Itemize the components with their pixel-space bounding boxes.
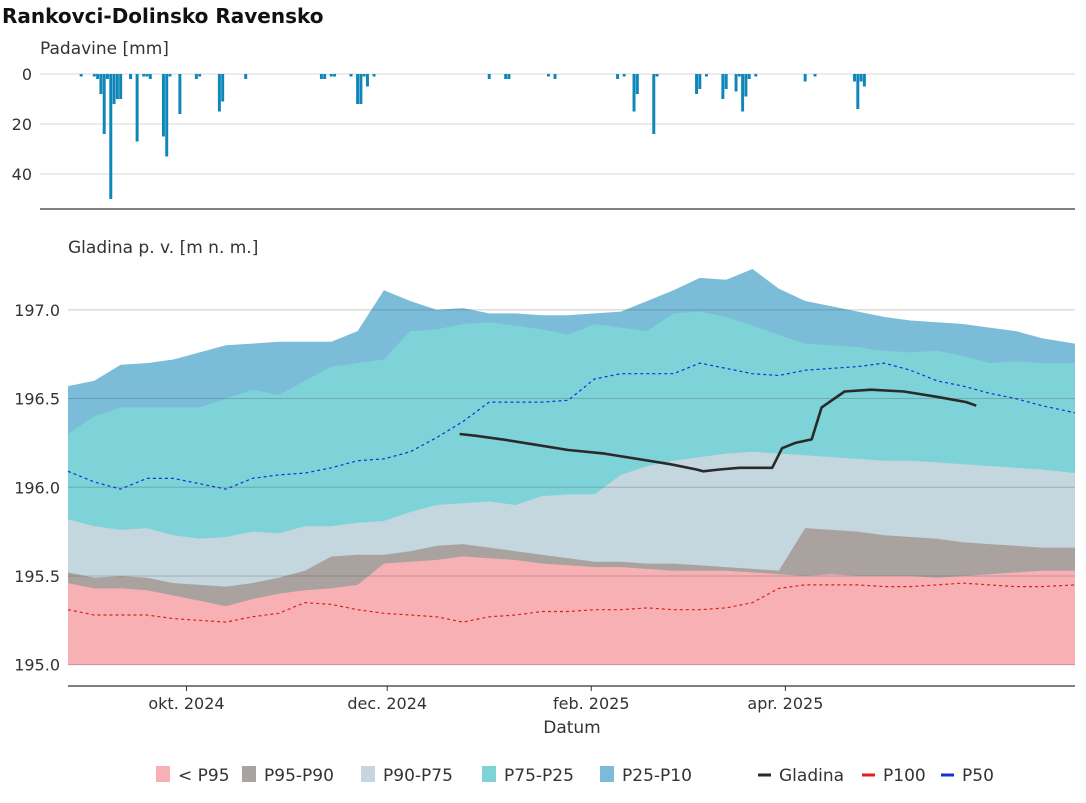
precip-bar [178, 74, 182, 114]
level-y-tick-label: 197.0 [14, 301, 60, 320]
precip-bar [754, 74, 758, 77]
precip-bar [168, 74, 172, 77]
precip-bar [695, 74, 699, 94]
precip-y-tick-label: 40 [12, 165, 32, 184]
precip-bar [148, 74, 152, 79]
precip-bar [704, 74, 708, 77]
legend-label-p100: P100 [883, 766, 926, 786]
precip-bar [349, 74, 353, 77]
precip-bar [487, 74, 491, 79]
precip-bar [862, 74, 866, 87]
x-axis-label: Datum [543, 718, 601, 738]
precip-bar [244, 74, 248, 79]
precip-bar [504, 74, 508, 79]
legend-swatch-p75-p25 [482, 766, 496, 782]
precip-bar [359, 74, 363, 104]
level-y-tick-label: 195.0 [14, 656, 60, 675]
legend-label-gladina: Gladina [779, 766, 844, 786]
precip-bar [741, 74, 745, 112]
precip-bar [115, 74, 119, 99]
precip-bar [553, 74, 557, 79]
precip-bar [362, 74, 366, 77]
precip-bar [724, 74, 728, 89]
precip-bar [319, 74, 323, 79]
precip-bar [119, 74, 123, 99]
legend-label-p95-p90: P95-P90 [264, 766, 334, 786]
x-tick-label: okt. 2024 [148, 694, 224, 713]
precip-bar [329, 74, 333, 77]
precip-bar [622, 74, 626, 77]
precip-bar [652, 74, 656, 134]
precip-bar [734, 74, 738, 92]
precip-bar [813, 74, 817, 77]
precip-bar [92, 74, 96, 77]
precip-bar [507, 74, 511, 79]
legend-swatch-p25-p10 [600, 766, 614, 782]
precip-bar [198, 74, 202, 77]
x-tick-label: dec. 2024 [347, 694, 427, 713]
p50-line [67, 362, 1076, 490]
precip-y-tick-label: 0 [22, 65, 32, 84]
precip-bar [698, 74, 702, 89]
precip-bar [546, 74, 550, 77]
precip-bar [106, 74, 109, 79]
precip-y-tick-label: 20 [12, 115, 32, 134]
level-y-tick-label: 196.5 [14, 390, 60, 409]
legend-label-p50: P50 [962, 766, 994, 786]
precip-bar [856, 74, 860, 109]
precip-bar [744, 74, 748, 97]
precip-bar [655, 74, 659, 77]
level-y-tick-label: 196.0 [14, 478, 60, 497]
precip-axis-label: Padavine [mm] [40, 39, 169, 59]
legend-label-p75-p25: P75-P25 [504, 766, 574, 786]
precip-bar [721, 74, 725, 99]
precip-bar [221, 74, 225, 102]
precip-bar [145, 74, 149, 77]
gladina-line [459, 388, 977, 473]
lt-p95-band [68, 556, 1075, 665]
legend-label-p95: < P95 [178, 766, 230, 786]
precip-bar [194, 74, 198, 79]
precip-bar [616, 74, 620, 79]
x-tick-label: apr. 2025 [747, 694, 823, 713]
precip-bar [135, 74, 139, 142]
level-y-tick-label: 195.5 [14, 567, 60, 586]
legend-swatch-p90-p75 [361, 766, 375, 782]
level-axis-label: Gladina p. v. [m n. m.] [68, 238, 258, 258]
precip-bar [372, 74, 376, 77]
precip-bar [365, 74, 369, 87]
precip-bar [356, 74, 360, 104]
legend-swatch-p95-p90 [242, 766, 256, 782]
x-tick-label: feb. 2025 [553, 694, 630, 713]
chart-title: Rankovci-Dolinsko Ravensko [2, 4, 324, 28]
precip-bar [96, 74, 100, 79]
precip-bar [102, 74, 106, 134]
precip-bar [632, 74, 636, 112]
legend-label-p25-p10: P25-P10 [622, 766, 692, 786]
precip-bar [161, 74, 165, 137]
precip-bar [217, 74, 221, 112]
precip-bar [129, 74, 133, 79]
precip-bar [859, 74, 863, 82]
precip-bar [99, 74, 103, 94]
legend-label-p90-p75: P90-P75 [383, 766, 453, 786]
precip-bar [333, 74, 337, 77]
precip-bar [109, 74, 113, 199]
precip-bar [635, 74, 639, 94]
legend-swatch-p95 [156, 766, 170, 782]
precip-bar [142, 74, 146, 77]
precip-bar [737, 74, 741, 77]
precip-bar [165, 74, 169, 157]
precip-bar [747, 74, 751, 79]
precip-bar [853, 74, 856, 82]
precip-bar [803, 74, 807, 82]
precip-bar [323, 74, 327, 79]
p100-line [67, 582, 1076, 623]
precip-bar [79, 74, 83, 77]
precip-bar [112, 74, 116, 104]
